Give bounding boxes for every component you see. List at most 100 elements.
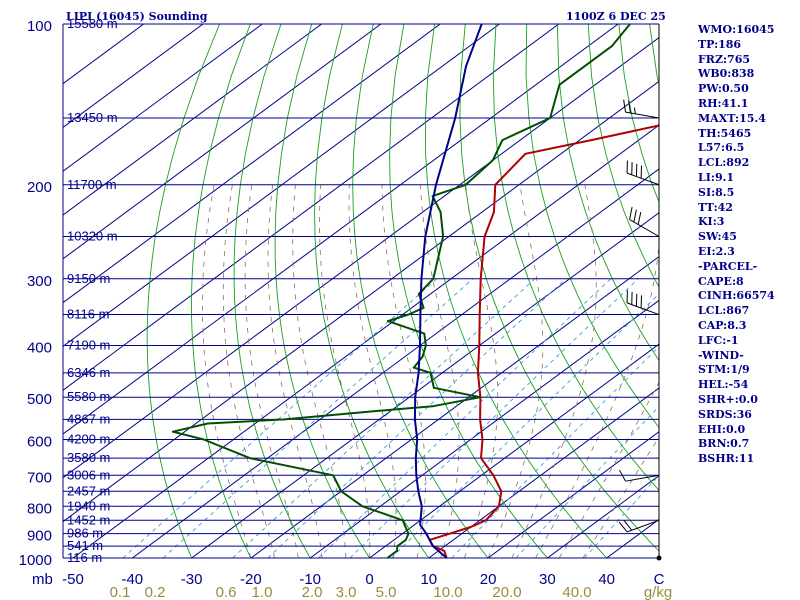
- height-label: 9150 m: [67, 271, 110, 286]
- parcel-point: [420, 277, 423, 280]
- chart-title: LIPI (16045) Sounding: [66, 10, 208, 23]
- pressure-tick-label: 100: [27, 18, 52, 35]
- sounding-index-item: PW:0.50: [698, 82, 749, 96]
- sounding-index-item: LI:9.1: [698, 170, 735, 184]
- sounding-index-item: LFC:-1: [698, 333, 739, 347]
- parcel-point: [414, 418, 416, 421]
- mixing-ratio-label: 5.0: [376, 584, 397, 600]
- sounding-index-item: MAXT:15.4: [698, 111, 766, 125]
- wind-barb: [618, 519, 660, 533]
- dewpoint-point: [248, 457, 251, 459]
- sounding-index-item: BSHR:11: [698, 452, 755, 466]
- dewpoint-point: [629, 24, 631, 25]
- sounding-index-item: SW:45: [698, 230, 737, 244]
- parcel-point: [419, 313, 422, 316]
- height-label: 8116 m: [67, 307, 109, 322]
- wind-barb-flag: [618, 521, 628, 533]
- pressure-tick-label: 300: [27, 273, 52, 290]
- mixing-ratio-line: [318, 278, 612, 558]
- temperature-point: [492, 474, 495, 477]
- parcel-point: [419, 344, 421, 347]
- parcel-point: [454, 117, 457, 119]
- sounding-index-item: WB0:838: [698, 67, 755, 81]
- height-label: 3006 m: [67, 467, 110, 482]
- dewpoint-point: [549, 117, 551, 119]
- wind-barb: [629, 207, 660, 237]
- dewpoint-point: [172, 430, 174, 433]
- temperature-tick-label: 10: [420, 571, 437, 588]
- parcel-point: [419, 524, 422, 526]
- isotherm-line: [428, 387, 659, 558]
- isotherm-line: [132, 168, 659, 558]
- dewpoint-point: [425, 344, 427, 347]
- dewpoint-point: [491, 159, 494, 162]
- sounding-index-item: LCL:892: [698, 156, 750, 170]
- isotherm-line: [63, 24, 500, 348]
- temperature-profile: [428, 123, 659, 558]
- pressure-tick-label: 500: [27, 391, 52, 408]
- dewpoint-point: [401, 519, 404, 522]
- temperature-point: [590, 139, 593, 142]
- isotherm-line: [250, 255, 659, 558]
- wind-barb-flag: [633, 209, 637, 223]
- pressure-tick-label: 800: [27, 500, 52, 517]
- wind-barb-flag: [633, 107, 636, 114]
- dewpoint-point: [202, 438, 205, 441]
- isotherm-line: [191, 212, 659, 558]
- mixing-ratio-label: 2.0: [302, 584, 323, 600]
- height-label: 5580 m: [67, 389, 110, 404]
- sounding-index-item: TT:42: [698, 200, 733, 214]
- temperature-tick-label: 30: [539, 571, 556, 588]
- mixing-ratio-label: 0.1: [110, 584, 131, 600]
- parcel-point: [417, 371, 420, 374]
- parcel-point: [420, 505, 423, 508]
- height-label: 3580 m: [67, 450, 110, 465]
- dewpoint-point: [386, 557, 389, 558]
- parcel-point: [445, 557, 448, 558]
- pressure-axis-unit: mb: [32, 571, 53, 588]
- dewpoint-point: [464, 183, 467, 186]
- moist-adiabat-line: [348, 184, 397, 558]
- dewpoint-point: [332, 474, 335, 477]
- sounding-index-item: RH:41.1: [698, 96, 749, 110]
- wind-barb: [619, 469, 660, 482]
- sounding-index-item: KI:3: [698, 215, 725, 229]
- temperature-tick-label: -20: [240, 571, 262, 588]
- wind-barb-shaft: [629, 219, 660, 237]
- dewpoint-point: [340, 490, 343, 493]
- isotherm-line: [63, 24, 263, 172]
- height-label: 11700 m: [67, 177, 117, 192]
- sounding-index-item: STM:1/9: [698, 363, 750, 377]
- sounding-index-item: -PARCEL-: [698, 259, 758, 273]
- moist-adiabat-line: [420, 184, 460, 558]
- sounding-index-item: SI:8.5: [698, 185, 735, 199]
- pressure-tick-label: 1000: [19, 552, 52, 569]
- dewpoint-point: [611, 45, 613, 47]
- mixing-ratio-label: 40.0: [562, 584, 591, 600]
- height-label: 986 m: [67, 526, 103, 541]
- dewpoint-point: [396, 545, 399, 547]
- wind-barb-shaft: [625, 474, 660, 482]
- isotherm-line: [63, 24, 322, 216]
- isotherm-line: [63, 24, 204, 129]
- isotherm-line: [63, 36, 659, 479]
- sounding-index-item: SRDS:36: [698, 407, 752, 421]
- sounding-index-item: EHI:0.0: [698, 422, 746, 436]
- pressure-tick-label: 400: [27, 340, 52, 357]
- wind-barb-shaft: [625, 111, 660, 119]
- dewpoint-point: [433, 386, 435, 389]
- mixing-ratio-label: 3.0: [336, 584, 357, 600]
- height-label: 541 m: [67, 538, 103, 553]
- dewpoint-point: [412, 366, 415, 369]
- wind-barb-flag: [623, 520, 633, 531]
- wind-barb: [623, 99, 660, 119]
- parcel-point: [480, 24, 483, 25]
- parcel-point: [415, 474, 418, 477]
- wind-barb: [626, 290, 660, 316]
- sounding-index-item: CAPE:8: [698, 274, 744, 288]
- height-label: 4867 m: [67, 411, 110, 426]
- dewpoint-point: [429, 371, 432, 374]
- temperature-point: [483, 235, 486, 238]
